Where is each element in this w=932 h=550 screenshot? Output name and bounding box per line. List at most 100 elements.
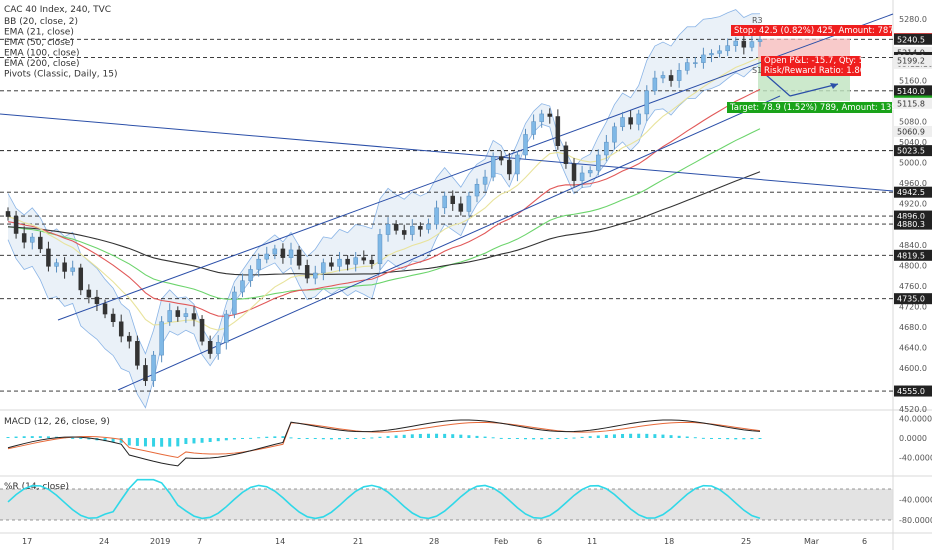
candle-body[interactable] (313, 272, 318, 279)
candle-body[interactable] (579, 172, 585, 181)
candle-body[interactable] (620, 117, 625, 128)
candle-body[interactable] (151, 354, 156, 382)
candle-body[interactable] (159, 321, 164, 356)
candle-body[interactable] (248, 269, 253, 281)
candle-body[interactable] (175, 310, 181, 317)
trendline-upper[interactable] (57, 13, 894, 321)
candle-body[interactable] (38, 236, 43, 250)
candle-body[interactable] (54, 262, 59, 267)
candle-body[interactable] (127, 335, 132, 342)
candle-body[interactable] (183, 313, 189, 317)
candle-body[interactable] (21, 233, 27, 243)
candle-body[interactable] (86, 289, 92, 298)
candle-body[interactable] (482, 176, 488, 185)
candle-body[interactable] (94, 296, 100, 305)
candle-body[interactable] (450, 195, 455, 204)
candle-body[interactable] (329, 262, 334, 267)
candle-body[interactable] (474, 183, 480, 197)
candle-body[interactable] (102, 303, 108, 315)
candle-body[interactable] (458, 203, 464, 212)
candle-body[interactable] (531, 121, 536, 135)
candle-body[interactable] (604, 141, 609, 156)
candle-body[interactable] (628, 117, 633, 125)
macd-title: MACD (12, 26, close, 9) (4, 417, 110, 427)
candle-body[interactable] (110, 313, 116, 323)
candle-body[interactable] (353, 257, 358, 265)
candle-body[interactable] (612, 126, 617, 143)
candle-body[interactable] (418, 226, 423, 230)
candle-body[interactable] (757, 39, 763, 42)
candle-body[interactable] (321, 262, 326, 274)
candle-body[interactable] (490, 156, 496, 178)
candle-body[interactable] (644, 90, 650, 115)
candle-body[interactable] (215, 342, 221, 354)
candle-body[interactable] (5, 211, 11, 217)
candle-body[interactable] (426, 224, 431, 230)
candle-body[interactable] (434, 207, 439, 225)
candle-body[interactable] (296, 249, 302, 266)
candle-body[interactable] (288, 249, 294, 258)
candle-body[interactable] (717, 50, 722, 54)
candle-body[interactable] (13, 216, 19, 234)
candle-body[interactable] (46, 248, 51, 267)
candle-body[interactable] (401, 230, 407, 235)
candle-body[interactable] (701, 54, 706, 63)
candle-body[interactable] (587, 170, 593, 174)
candle-body[interactable] (361, 257, 367, 261)
candle-body[interactable] (563, 145, 569, 164)
candle-body[interactable] (539, 113, 544, 122)
candle-body[interactable] (749, 41, 755, 48)
candle-body[interactable] (676, 70, 682, 81)
candle-body[interactable] (207, 341, 213, 354)
candle-body[interactable] (725, 45, 730, 52)
candle-body[interactable] (507, 159, 512, 175)
candle-body[interactable] (693, 62, 698, 64)
candle-body[interactable] (280, 248, 286, 258)
candle-body[interactable] (410, 226, 415, 235)
candle-body[interactable] (733, 40, 738, 46)
candle-body[interactable] (135, 341, 140, 366)
candle-body[interactable] (232, 291, 237, 315)
candle-body[interactable] (224, 313, 229, 343)
candle-body[interactable] (199, 318, 205, 342)
macd-signal-line (7, 421, 761, 459)
candle-body[interactable] (256, 258, 261, 270)
candle-body[interactable] (393, 224, 399, 231)
candle-body[interactable] (442, 195, 447, 209)
candle-body[interactable] (571, 163, 577, 181)
candle-body[interactable] (240, 280, 245, 293)
candle-body[interactable] (709, 53, 714, 56)
candle-body[interactable] (30, 236, 35, 243)
candle-body[interactable] (668, 75, 674, 81)
candle-body[interactable] (596, 154, 601, 171)
candle-body[interactable] (272, 248, 278, 255)
candle-body[interactable] (498, 156, 504, 161)
candle-body[interactable] (118, 321, 124, 337)
candle-body[interactable] (547, 113, 553, 117)
candle-body[interactable] (741, 40, 747, 48)
trendline-descending[interactable] (0, 113, 894, 192)
candle-body[interactable] (555, 116, 561, 146)
candle-body[interactable] (385, 224, 391, 235)
candle-body[interactable] (684, 62, 690, 71)
candle-body[interactable] (466, 195, 472, 212)
candle-body[interactable] (78, 267, 84, 291)
candle-body[interactable] (636, 113, 641, 125)
candle-body[interactable] (377, 234, 383, 265)
candle-body[interactable] (304, 265, 310, 279)
candle-body[interactable] (62, 262, 67, 272)
candle-body[interactable] (264, 253, 270, 260)
candle-body[interactable] (369, 259, 375, 265)
candle-body[interactable] (515, 154, 520, 175)
candle-body[interactable] (191, 313, 197, 320)
candle-body[interactable] (143, 365, 148, 382)
candle-body[interactable] (337, 258, 342, 267)
candle-body[interactable] (70, 267, 75, 272)
candle-body[interactable] (345, 258, 350, 265)
candle-body[interactable] (523, 134, 528, 156)
candle-body[interactable] (660, 75, 666, 79)
candle-body[interactable] (652, 77, 658, 92)
macd-histogram-bar (152, 438, 156, 447)
candle-body[interactable] (167, 310, 172, 323)
